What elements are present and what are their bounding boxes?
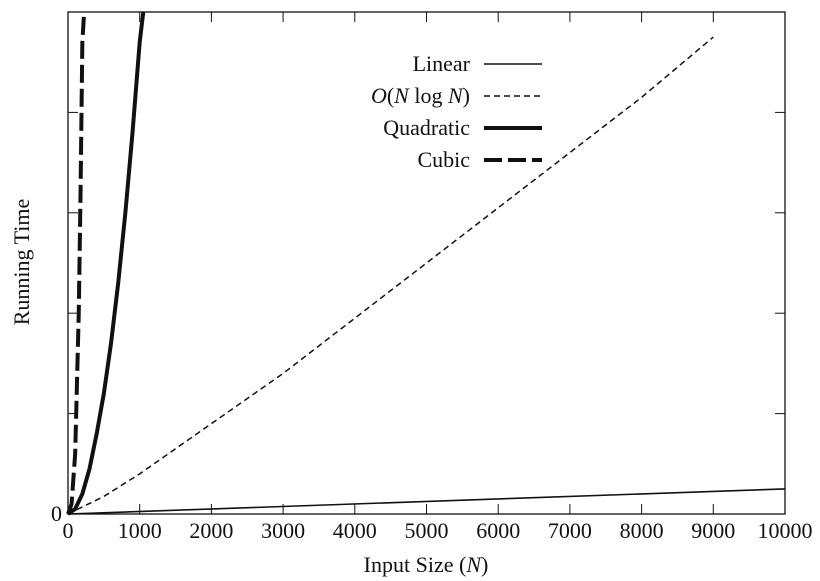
legend-label-part: N <box>393 83 410 108</box>
x-tick-label-10000: 10000 <box>758 518 813 543</box>
y-tick-label-0: 0 <box>51 501 62 526</box>
x-tick-label-1000: 1000 <box>118 518 162 543</box>
legend-label-part: O <box>371 83 387 108</box>
x-tick-label-0: 0 <box>63 518 74 543</box>
x-tick-label-2000: 2000 <box>189 518 233 543</box>
series-line-linear <box>67 488 786 515</box>
x-tick-label-8000: 8000 <box>620 518 664 543</box>
x-axis-label: Input Size (N) <box>364 552 489 577</box>
x-tick-label-6000: 6000 <box>476 518 520 543</box>
legend-label-part: Quadratic <box>383 115 470 140</box>
series-line-o-n-log-n <box>67 36 714 515</box>
legend-label-o-n-log-n: O(N log N) <box>371 83 470 108</box>
x-tick-label-3000: 3000 <box>261 518 305 543</box>
y-axis-label: Running Time <box>9 199 34 326</box>
x-axis-label-variable: N <box>465 552 482 577</box>
data-series <box>66 11 786 516</box>
series-line-cubic <box>66 11 87 515</box>
y-axis-ticks: 0 <box>51 11 785 526</box>
legend-label-part: Linear <box>413 51 471 76</box>
legend-label-cubic: Cubic <box>417 147 470 172</box>
x-tick-label-4000: 4000 <box>333 518 377 543</box>
x-axis-ticks: 0 1000 2000 3000 4000 5000 6000 7000 8000 9000 100… <box>63 12 813 543</box>
legend-label-part: log <box>409 83 448 108</box>
series-line-quadratic <box>66 11 146 516</box>
legend-label-part: N <box>447 83 464 108</box>
x-tick-label-9000: 9000 <box>691 518 735 543</box>
legend-label-part: ( <box>387 83 394 108</box>
legend-label-part: ) <box>463 83 470 108</box>
legend-label-part: Cubic <box>417 147 470 172</box>
legend-label-quadratic: Quadratic <box>383 115 470 140</box>
x-tick-label-5000: 5000 <box>405 518 449 543</box>
legend-label-linear: Linear <box>413 51 471 76</box>
x-axis-label-prefix: Input Size ( <box>364 552 467 577</box>
x-axis-label-suffix: ) <box>481 552 488 577</box>
x-tick-label-7000: 7000 <box>548 518 592 543</box>
